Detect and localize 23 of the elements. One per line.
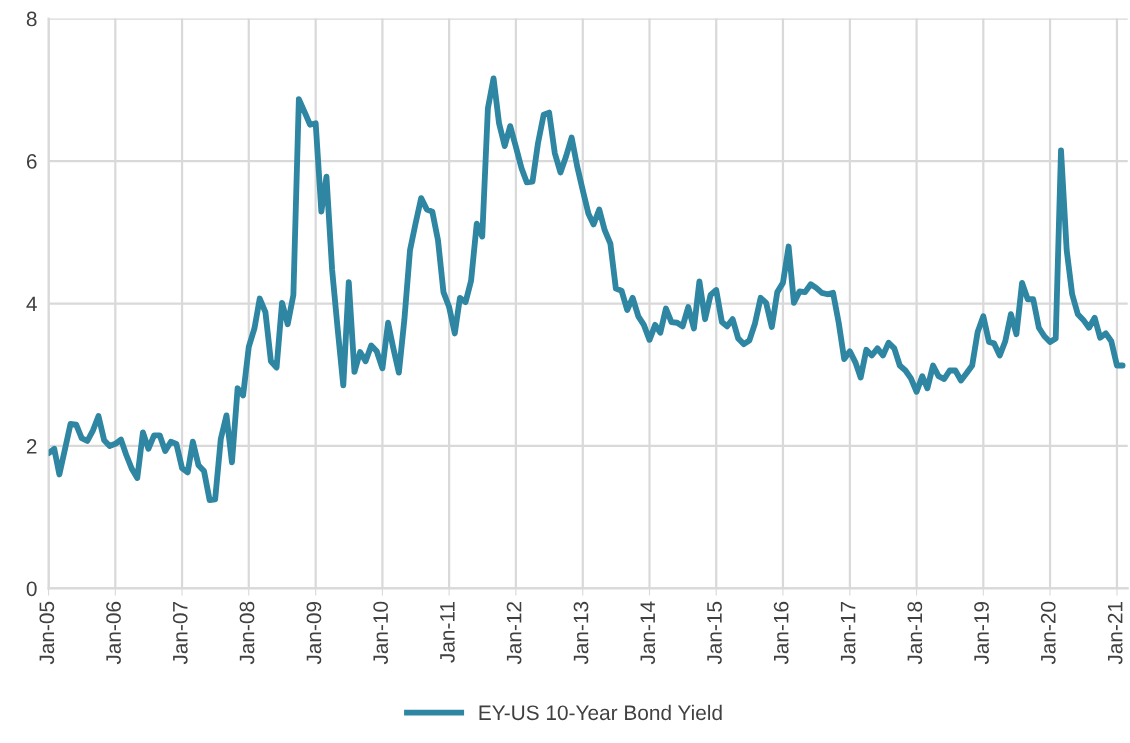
x-tick-label: Jan-12 — [506, 602, 522, 665]
x-tick-label: Jan-10 — [373, 601, 388, 665]
x-tick-label: Jan-18 — [907, 601, 923, 665]
x-tick-label: Jan-09 — [306, 601, 322, 665]
legend-label: EY-US 10-Year Bond Yield — [479, 704, 722, 721]
x-tick-label: Jan-08 — [239, 601, 255, 665]
x-tick-label: Jan-19 — [974, 601, 989, 665]
x-tick-label: Jan-14 — [640, 601, 656, 665]
y-tick-label: 4 — [26, 296, 37, 312]
x-tick-label: Jan-05 — [39, 601, 55, 665]
x-tick-label: Jan-16 — [773, 601, 789, 665]
x-tick-label: Jan-15 — [707, 601, 722, 665]
x-tick-label: Jan-20 — [1040, 601, 1056, 665]
y-tick-label: 0 — [26, 581, 37, 597]
x-tick-label: Jan-11 — [440, 601, 455, 663]
y-tick-label: 8 — [26, 11, 37, 27]
x-tick-label: Jan-06 — [106, 601, 121, 665]
y-tick-label: 2 — [26, 438, 37, 454]
x-tick-label: Jan-17 — [840, 602, 856, 665]
y-tick-label: 6 — [26, 154, 37, 169]
x-tick-label: Jan-07 — [172, 602, 188, 665]
x-tick-label: Jan-13 — [573, 601, 589, 665]
x-tick-label: Jan-21 — [1107, 601, 1123, 665]
